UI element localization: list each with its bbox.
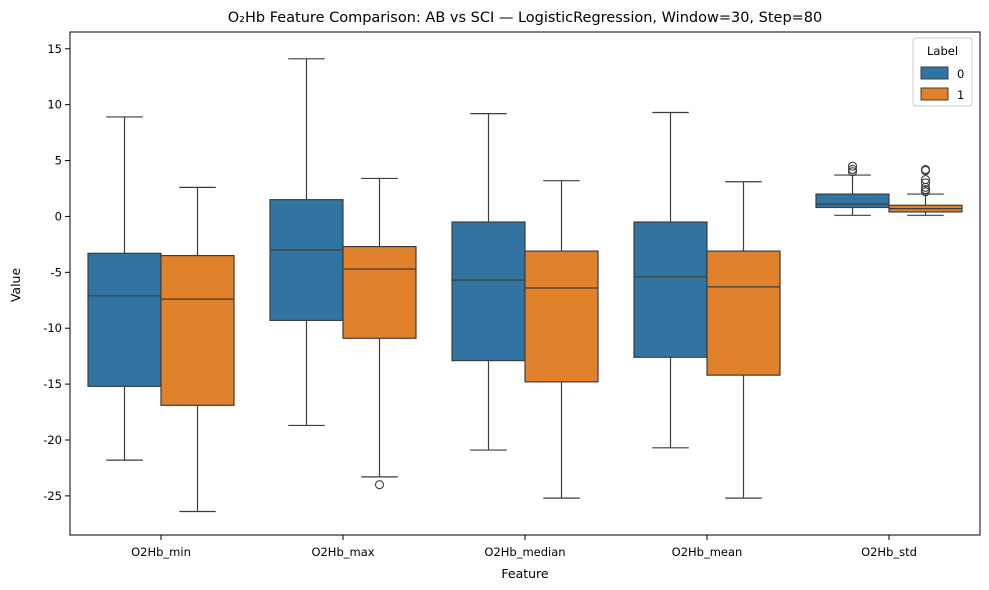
legend-swatch [920,87,949,101]
legend-entry-label: 1 [957,88,964,102]
x-axis-label: Feature [501,566,549,581]
iqr-box [160,254,235,406]
box-O2Hb_mean-label-1 [706,181,781,499]
legend-entry-label: 0 [957,67,964,81]
legend: Label 0 1 [912,37,973,107]
iqr-box [269,199,344,321]
x-tick-label: O2Hb_mean [672,545,743,559]
y-tick-label: 5 [55,154,62,168]
iqr-box [451,221,526,362]
y-tick-label: -20 [43,433,62,447]
box-O2Hb_max-label-1 [342,177,417,490]
box-series-layer [87,58,963,513]
box-O2Hb_std-label-0 [815,161,890,216]
outlier-point [920,174,931,185]
outlier-point [374,480,385,490]
x-tick-label: O2Hb_std [861,545,917,559]
chart-title: O₂Hb Feature Comparison: AB vs SCI — Log… [228,10,823,26]
y-tick-label: -15 [43,377,62,391]
outlier-point [920,164,931,175]
x-tick-label: O2Hb_median [484,545,565,559]
box-O2Hb_max-label-0 [269,58,344,427]
box-O2Hb_median-label-1 [524,180,599,499]
y-tick-label: 0 [55,209,62,223]
iqr-box [524,250,599,383]
box-O2Hb_min-label-1 [160,186,235,513]
x-tick-label: O2Hb_max [311,545,374,559]
y-axis: 15 10 5 0 -5 -10 -15 -20 -25 [43,42,70,503]
outlier-point [847,161,858,171]
outlier-point [847,164,858,175]
y-tick-label: 15 [47,42,62,56]
outlier-point [920,187,931,197]
outlier-point [920,178,931,188]
iqr-box [633,221,708,358]
x-axis: O2Hb_min O2Hb_max O2Hb_median O2Hb_mean O2Hb… [131,535,917,559]
y-tick-label: -25 [43,489,62,503]
y-tick-label: 10 [47,98,62,112]
y-axis-label: Value [8,268,23,303]
legend-swatch [920,66,949,80]
iqr-box [815,193,890,209]
outlier-point [847,167,858,177]
box-O2Hb_min-label-0 [87,116,162,461]
box-O2Hb_std-label-1 [888,164,963,216]
iqr-box [706,250,781,376]
x-tick-label: O2Hb_min [131,545,191,559]
box-O2Hb_mean-label-0 [633,111,708,449]
outlier-point [920,185,931,195]
y-tick-label: -5 [51,265,62,279]
y-tick-label: -10 [43,321,62,335]
iqr-box [87,252,162,387]
legend-title: Label [927,44,958,58]
iqr-box [342,246,417,339]
